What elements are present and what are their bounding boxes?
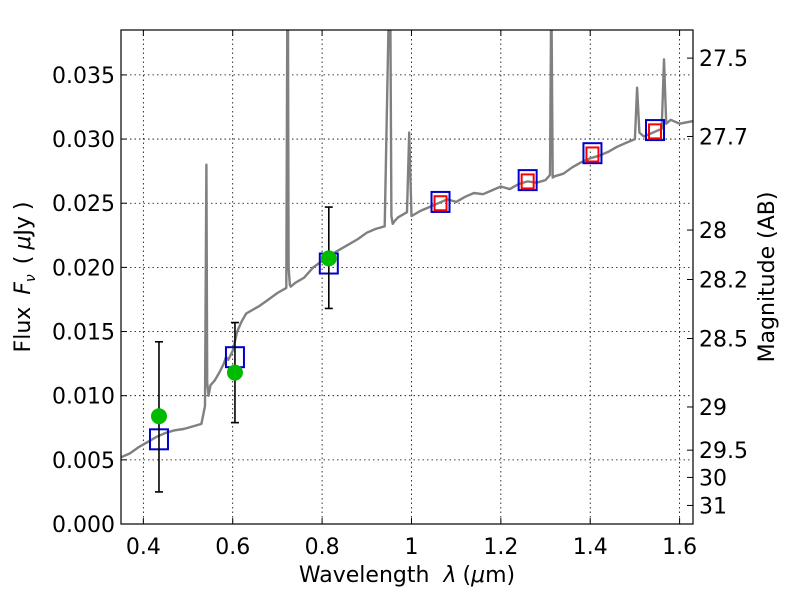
error-bars [150, 206, 337, 493]
mag-tick-label: 28 [699, 219, 727, 244]
mag-tick-label: 31 [699, 494, 727, 519]
y-tick-label: 0.025 [52, 192, 115, 217]
observed-point [150, 408, 167, 425]
y-tick-label: 0.020 [52, 256, 115, 281]
y-axis-label: FluxFν(μJy) [11, 202, 39, 353]
mag-tick-label: 27.7 [699, 125, 748, 150]
y-tick-label: 0.035 [52, 64, 115, 89]
red-square-marker [520, 173, 535, 190]
x-tick-label: 0.8 [305, 535, 340, 560]
model-square-marker [517, 169, 538, 192]
plot-background [121, 30, 693, 524]
x-tick-label: 1.4 [573, 535, 608, 560]
observed-point [320, 250, 337, 267]
plot-frame [120, 29, 694, 525]
model-square-marker [430, 190, 451, 213]
observed-point [226, 364, 243, 381]
x-tick-label: 1 [404, 535, 418, 560]
y-tick-label: 0.010 [52, 385, 115, 410]
x-tick-label: 1.2 [483, 535, 518, 560]
model-square-marker [645, 119, 666, 142]
y-tick-label: 0.005 [52, 449, 115, 474]
mag-tick-label: 29 [699, 396, 727, 421]
mag-tick-label: 29.5 [699, 439, 748, 464]
ticks: 0.4 0.6 0.8 1 1.2 1.4 1.6 0.000 0.005 0.010 0.015 0… [52, 30, 748, 560]
red-square-marker [648, 123, 663, 140]
red-square-marker [433, 195, 448, 212]
spectrum-line [121, 30, 693, 459]
mag-tick-label: 28.5 [699, 328, 748, 353]
x-tick-label: 0.6 [215, 535, 250, 560]
mag-tick-label: 27.5 [699, 47, 748, 72]
model-square-marker [582, 142, 603, 165]
y-tick-label: 0.030 [52, 128, 115, 153]
y2-axis-label: Magnitude (AB) [755, 192, 780, 363]
y-tick-label: 0.015 [52, 321, 115, 346]
mag-tick-label: 28.2 [699, 268, 748, 293]
x-axis-label: Wavelength λ (μm) [299, 563, 515, 588]
mag-tick-label: 30 [699, 466, 727, 491]
red-square-marker [585, 146, 600, 163]
x-tick-label: 1.6 [662, 535, 697, 560]
x-tick-label: 0.4 [126, 535, 161, 560]
y-tick-label: 0.000 [52, 513, 115, 538]
